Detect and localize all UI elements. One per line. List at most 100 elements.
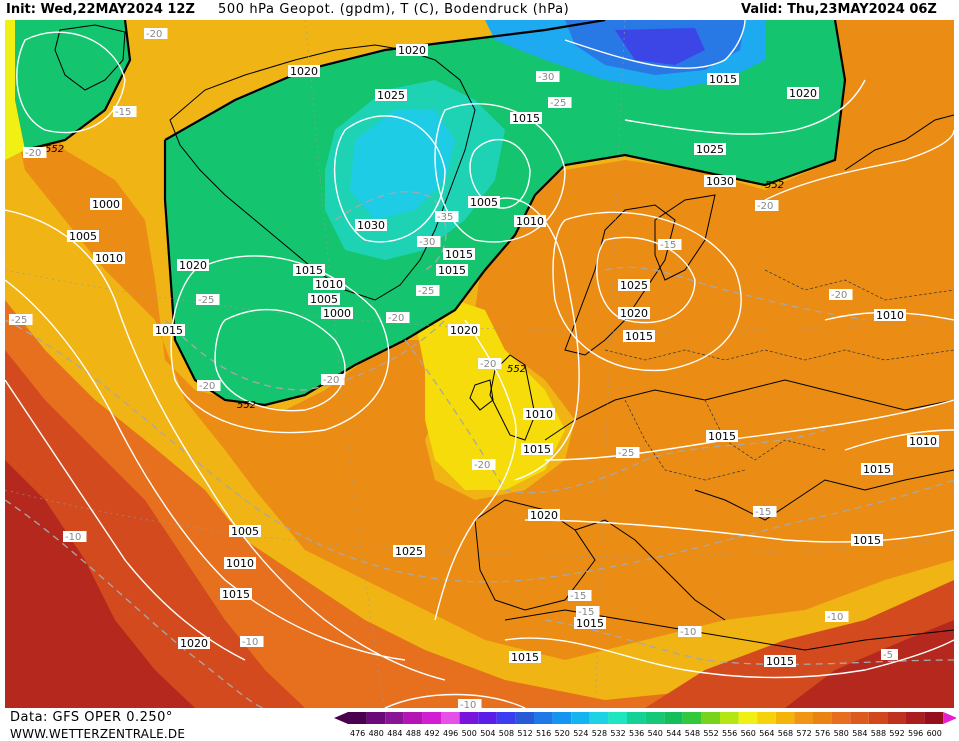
legend-swatch [478,712,497,724]
legend-tick-label: 492 [424,729,439,738]
website-label: WWW.WETTERZENTRALE.DE [10,727,186,741]
legend-tick-label: 528 [592,729,607,738]
svg-text:1015: 1015 [295,264,323,277]
svg-text:1015: 1015 [709,73,737,86]
temperature-labels: -20 -15 -20 -30 -25 -35 -30 -25 -25 -20 -20 -25 -20 -… [9,28,898,708]
legend-tick-label: 508 [499,729,514,738]
valid-time-label: Valid: Thu,23MAY2024 06Z [741,2,937,17]
temperature-label: -15 [113,106,137,118]
field-green-nw [15,20,130,150]
svg-text:-25: -25 [618,448,634,459]
svg-text:1015: 1015 [863,463,891,476]
pressure-label: 1015 [861,463,893,476]
temperature-label: -15 [568,590,592,602]
temperature-label: -10 [825,611,849,623]
pressure-labels: 1020 1020 1025 1015 1020 1015 1025 1030 1030 1005… [67,44,939,668]
svg-text:-20: -20 [146,29,162,40]
pressure-label: 1015 [510,112,542,125]
pressure-label: 1025 [618,279,650,292]
legend-swatch [571,712,590,724]
graticule [5,20,954,708]
legend-tick-label: 556 [722,729,737,738]
svg-text:1020: 1020 [290,65,318,78]
legend-tick-label: 484 [387,729,402,738]
svg-text:1025: 1025 [377,89,405,102]
legend-swatch [850,712,869,724]
init-time-label: Init: Wed,22MAY2024 12Z [6,2,195,17]
temperature-label: -20 [321,374,345,386]
svg-text:1005: 1005 [310,293,338,306]
svg-text:-15: -15 [755,507,771,518]
svg-text:1025: 1025 [395,545,423,558]
svg-text:-20: -20 [757,201,773,212]
legend-tick-label: 560 [741,729,756,738]
svg-text:-20: -20 [480,359,496,370]
isohypse-label: 552 [237,400,256,411]
pressure-label: 1015 [574,617,606,630]
isohypse-label: 552 [45,144,64,155]
temperature-label: -30 [417,236,441,248]
svg-text:1015: 1015 [853,534,881,547]
svg-text:-20: -20 [199,381,215,392]
svg-text:-20: -20 [474,460,490,471]
pressure-label: 1015 [706,430,738,443]
legend-swatch [608,712,627,724]
pressure-label: 1010 [907,435,939,448]
pressure-label: 1020 [528,509,560,522]
pressure-label: 1020 [178,637,210,650]
legend-tick-label: 544 [666,729,681,738]
legend-swatch [794,712,813,724]
pressure-label: 1020 [448,324,480,337]
legend-swatch [348,712,367,724]
temperature-label: -15 [576,606,600,618]
svg-text:1020: 1020 [450,324,478,337]
svg-text:1015: 1015 [766,655,794,668]
legend-swatch [403,712,423,724]
map-title: 500 hPa Geopot. (gpdm), T (C), Bodendruc… [218,2,570,17]
pressure-label: 1010 [514,215,546,228]
svg-text:1000: 1000 [323,307,351,320]
legend-tick-label: 516 [536,729,551,738]
pressure-label: 1005 [308,293,340,306]
temperature-label: -25 [416,285,440,297]
legend-tick-label: 520 [555,729,570,738]
legend-swatch [627,712,646,724]
legend-swatch [775,712,795,724]
legend-tick-label: 580 [834,729,849,738]
temperature-label: -10 [240,636,264,648]
pressure-label: 1030 [704,175,736,188]
legend-tick-label: 488 [406,729,421,738]
svg-text:1020: 1020 [179,259,207,272]
legend-swatch [534,712,553,724]
legend-tick-label: 588 [871,729,886,738]
legend-tick-label: 512 [517,729,532,738]
temperature-label: -25 [9,314,33,326]
svg-text:-25: -25 [198,295,214,306]
legend-swatch [664,712,683,724]
pressure-label: 1015 [521,443,553,456]
color-legend: 476 480 484 488 492 496 500 504 508 512 516 520 524 5… [334,712,956,738]
pressure-label: 1010 [523,408,555,421]
temperature-label: -20 [23,147,47,159]
pressure-label: 1015 [707,73,739,86]
svg-text:1005: 1005 [231,525,259,538]
legend-tick-label: 576 [815,729,830,738]
legend-tick-label: 524 [573,729,588,738]
svg-text:-10: -10 [680,627,696,638]
svg-text:1010: 1010 [226,557,254,570]
pressure-label: 1015 [293,264,325,277]
temperature-label: -20 [197,380,221,392]
svg-text:1010: 1010 [315,278,343,291]
pressure-label: 1010 [313,278,345,291]
legend-swatch [757,712,776,724]
svg-text:-10: -10 [460,700,476,708]
temperature-label: -5 [881,649,898,661]
pressure-label: 1015 [851,534,883,547]
temperature-label: -25 [548,97,572,109]
pressure-label: 1015 [509,651,541,664]
temperature-label: -15 [753,506,777,518]
svg-text:-15: -15 [660,240,676,251]
svg-text:1025: 1025 [620,279,648,292]
legend-swatch [459,712,479,724]
temperature-label: -35 [435,211,459,223]
